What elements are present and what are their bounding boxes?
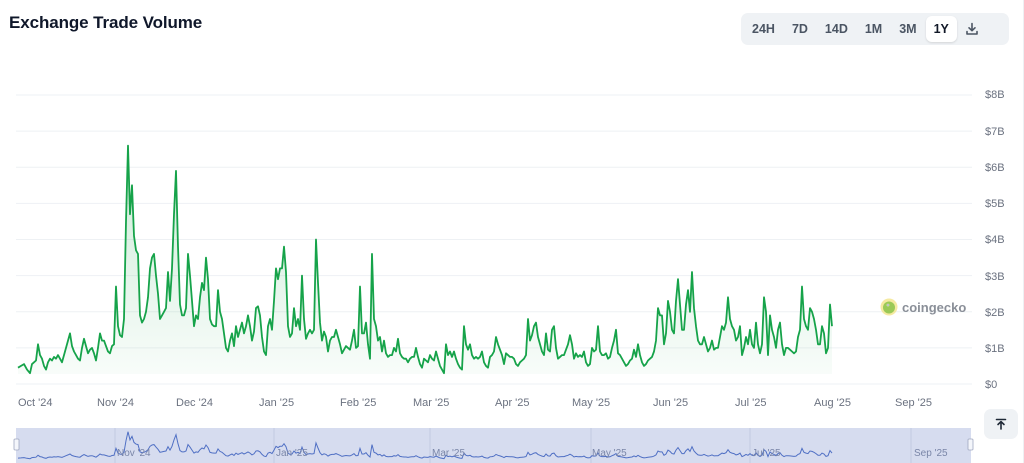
navigator-label: Sep '25	[914, 448, 948, 459]
navigator-label: Mar '25	[432, 448, 466, 459]
arrow-up-to-top-icon	[995, 418, 1007, 430]
range-14d-button[interactable]: 14D	[824, 22, 848, 36]
x-tick-label: Sep '25	[895, 397, 932, 409]
navigator-line	[17, 431, 833, 460]
range-3m-button[interactable]: 3M	[899, 22, 917, 36]
x-tick-label: Jul '25	[735, 397, 767, 409]
y-tick-label: $7B	[985, 126, 1005, 138]
navigator-label: Nov '24	[117, 448, 151, 459]
y-tick-label: $5B	[985, 198, 1005, 210]
y-tick-label: $8B	[985, 89, 1005, 101]
watermark-text: coingecko	[902, 299, 967, 315]
page-title: Exchange Trade Volume	[9, 13, 203, 32]
x-tick-label: Feb '25	[340, 397, 377, 409]
x-tick-label: Aug '25	[814, 397, 851, 409]
y-tick-label: $2B	[985, 307, 1005, 319]
navigator-background[interactable]	[16, 428, 971, 463]
range-1m-button[interactable]: 1M	[864, 22, 883, 36]
volume-area	[18, 145, 832, 374]
navigator-right-handle[interactable]	[967, 438, 974, 451]
x-tick-label: Nov '24	[97, 397, 134, 409]
coingecko-watermark: coingecko	[880, 298, 966, 316]
x-tick-label: Oct '24	[18, 397, 53, 409]
y-tick-label: $3B	[985, 271, 1005, 283]
x-tick-label: Mar '25	[413, 397, 450, 409]
range-24h-button[interactable]: 24H	[752, 22, 775, 36]
volume-line	[17, 144, 833, 375]
x-tick-label: Jun '25	[653, 397, 689, 409]
navigator-label: May '25	[592, 448, 627, 459]
y-tick-label: $0	[985, 379, 998, 391]
time-range-selector: 24H 7D 14D 1M 3M 1Y	[741, 13, 1009, 45]
y-tick-label: $4B	[985, 234, 1005, 246]
download-icon	[966, 22, 978, 35]
y-tick-label: $1B	[985, 343, 1005, 355]
x-tick-label: Jan '25	[259, 397, 295, 409]
download-button[interactable]	[958, 16, 986, 42]
navigator-label: Jul '25	[752, 448, 781, 459]
gecko-logo-icon	[880, 298, 898, 316]
x-tick-label: Dec '24	[176, 397, 213, 409]
navigator-label: Jan '25	[276, 448, 308, 459]
scroll-top-button[interactable]	[984, 409, 1018, 439]
range-1y-button[interactable]: 1Y	[925, 16, 957, 42]
y-tick-label: $6B	[985, 162, 1005, 174]
x-tick-label: May '25	[572, 397, 611, 409]
navigator-left-handle[interactable]	[13, 438, 20, 451]
x-tick-label: Apr '25	[495, 397, 530, 409]
range-7d-button[interactable]: 7D	[791, 22, 808, 36]
